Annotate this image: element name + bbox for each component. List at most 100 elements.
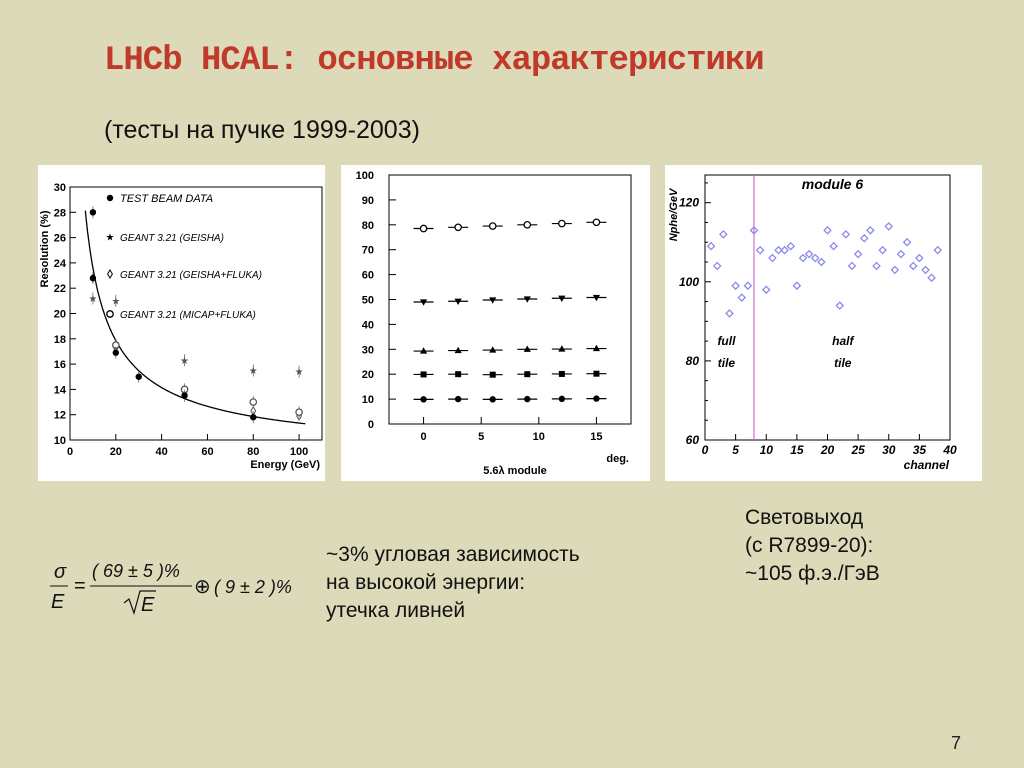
x-tick-label: 40 — [156, 446, 168, 458]
y-tick-label: 26 — [54, 233, 66, 245]
light-yield-chart-panel: 0 5 10 15 20 25 30 35 40 60 80 100 120 channel Nphe/Ge… — [665, 165, 982, 481]
data-point — [489, 346, 497, 353]
y-tick-label: 90 — [362, 195, 374, 207]
formula-denominator: E — [141, 594, 155, 616]
data-point — [823, 226, 832, 235]
data-point — [420, 396, 427, 403]
y-tick-label: 50 — [362, 295, 374, 307]
x-tick-label: 100 — [290, 446, 308, 458]
x-tick-label: 40 — [942, 443, 957, 457]
data-point — [798, 253, 808, 263]
data-point — [792, 281, 802, 291]
data-point — [933, 245, 943, 255]
data-point — [804, 249, 814, 259]
data-point — [841, 230, 851, 239]
resolution-chart: 0 20 40 60 80 100 10 12 14 16 18 20 22 24 26 28 30 Energy… — [39, 182, 323, 471]
y-tick-label: 18 — [54, 334, 66, 346]
data-point — [731, 281, 740, 291]
y-tick-label: 80 — [686, 354, 700, 368]
light-line-2: (с R7899-20): — [745, 534, 874, 557]
data-point — [780, 245, 789, 255]
data-point — [523, 296, 531, 303]
data-point — [488, 222, 497, 230]
annotation-tile: tile — [718, 356, 736, 370]
light-yield-text: Световыход (с R7899-20): ~105 ф.э./ГэВ — [745, 504, 985, 588]
data-point — [249, 398, 258, 406]
data-point — [524, 395, 531, 403]
data-point — [592, 218, 601, 227]
data-point — [712, 261, 722, 271]
data-point — [817, 257, 826, 267]
data-point — [295, 408, 303, 417]
data-point — [454, 298, 462, 306]
x-tick-label: 60 — [201, 446, 213, 458]
slide-title: LHCb HCAL: основные характеристики — [104, 42, 765, 80]
data-point — [847, 261, 857, 271]
legend-label: TEST BEAM DATA — [120, 193, 213, 205]
data-point — [593, 370, 600, 377]
slide-subtitle: (тесты на пучке 1999-2003) — [104, 116, 420, 144]
data-point — [419, 224, 428, 233]
page-number: 7 — [951, 733, 962, 753]
angular-dependence-chart: 0 10 20 30 40 50 60 70 80 90 100 0 5 10 15 5.6λ module d… — [356, 170, 632, 477]
legend-marker: ★ — [106, 233, 115, 244]
data-point — [454, 346, 462, 354]
y-tick-label: 120 — [679, 196, 699, 210]
data-point: ★ — [295, 367, 304, 378]
data-point — [749, 226, 759, 235]
y-tick-label: 40 — [362, 319, 374, 331]
angular-line-2: на высокой энергии: — [326, 571, 526, 594]
y-axis-label: Nphe/GeV — [668, 187, 680, 241]
data-point — [921, 265, 930, 275]
x-axis-label: 5.6λ module — [483, 465, 547, 477]
data-point — [455, 371, 462, 378]
data-point — [454, 223, 462, 232]
x-tick-label: 0 — [67, 446, 73, 458]
x-tick-label: 15 — [790, 443, 804, 457]
angular-dependence-text: ~3% угловая зависимость на высокой энерг… — [326, 541, 666, 625]
data-point — [89, 209, 97, 216]
data-point — [489, 396, 496, 403]
data-point — [112, 349, 120, 356]
data-point — [761, 285, 771, 295]
data-point — [420, 371, 427, 378]
data-point — [558, 370, 565, 377]
y-tick-label: 30 — [362, 344, 374, 356]
data-point — [524, 371, 531, 378]
data-point — [454, 395, 462, 403]
resolution-formula: σ E = ( 69 ± 5 )% E ⊕ ( 9 ± 2 )% — [50, 561, 292, 616]
light-yield-chart: 0 5 10 15 20 25 30 35 40 60 80 100 120 channel Nphe/Ge… — [668, 174, 957, 472]
data-point — [558, 395, 566, 403]
y-tick-label: 70 — [362, 245, 374, 257]
y-tick-label: 60 — [362, 270, 374, 282]
data-point — [755, 245, 765, 255]
x-axis-unit: deg. — [606, 453, 629, 465]
y-tick-label: 60 — [686, 433, 700, 447]
x-axis-label: Energy (GeV) — [250, 459, 320, 471]
formula-e: E — [51, 591, 65, 613]
chart-title: module 6 — [802, 176, 864, 192]
x-tick-label: 20 — [820, 443, 835, 457]
y-tick-label: 22 — [54, 283, 66, 295]
x-tick-label: 10 — [760, 443, 774, 457]
data-point — [706, 241, 716, 251]
y-tick-label: 20 — [54, 309, 66, 321]
data-point: ★ — [249, 366, 258, 377]
legend-marker — [106, 194, 114, 202]
legend-marker — [106, 310, 114, 318]
y-tick-label: 10 — [362, 394, 374, 406]
data-point — [419, 299, 428, 306]
x-tick-label: 35 — [913, 443, 927, 457]
data-point — [853, 249, 863, 259]
annotation-full: full — [717, 334, 736, 348]
formula-equals: = — [74, 575, 86, 597]
y-tick-label: 20 — [362, 369, 374, 381]
x-tick-label: 25 — [850, 443, 865, 457]
data-point — [859, 233, 869, 243]
x-tick-label: 15 — [590, 431, 602, 443]
y-tick-label: 100 — [679, 275, 699, 289]
data-point — [181, 392, 188, 399]
legend-label: GEANT 3.21 (MICAP+FLUKA) — [120, 310, 256, 321]
angular-line-3: утечка ливней — [326, 599, 466, 622]
angular-line-1: ~3% угловая зависимость — [326, 543, 580, 566]
